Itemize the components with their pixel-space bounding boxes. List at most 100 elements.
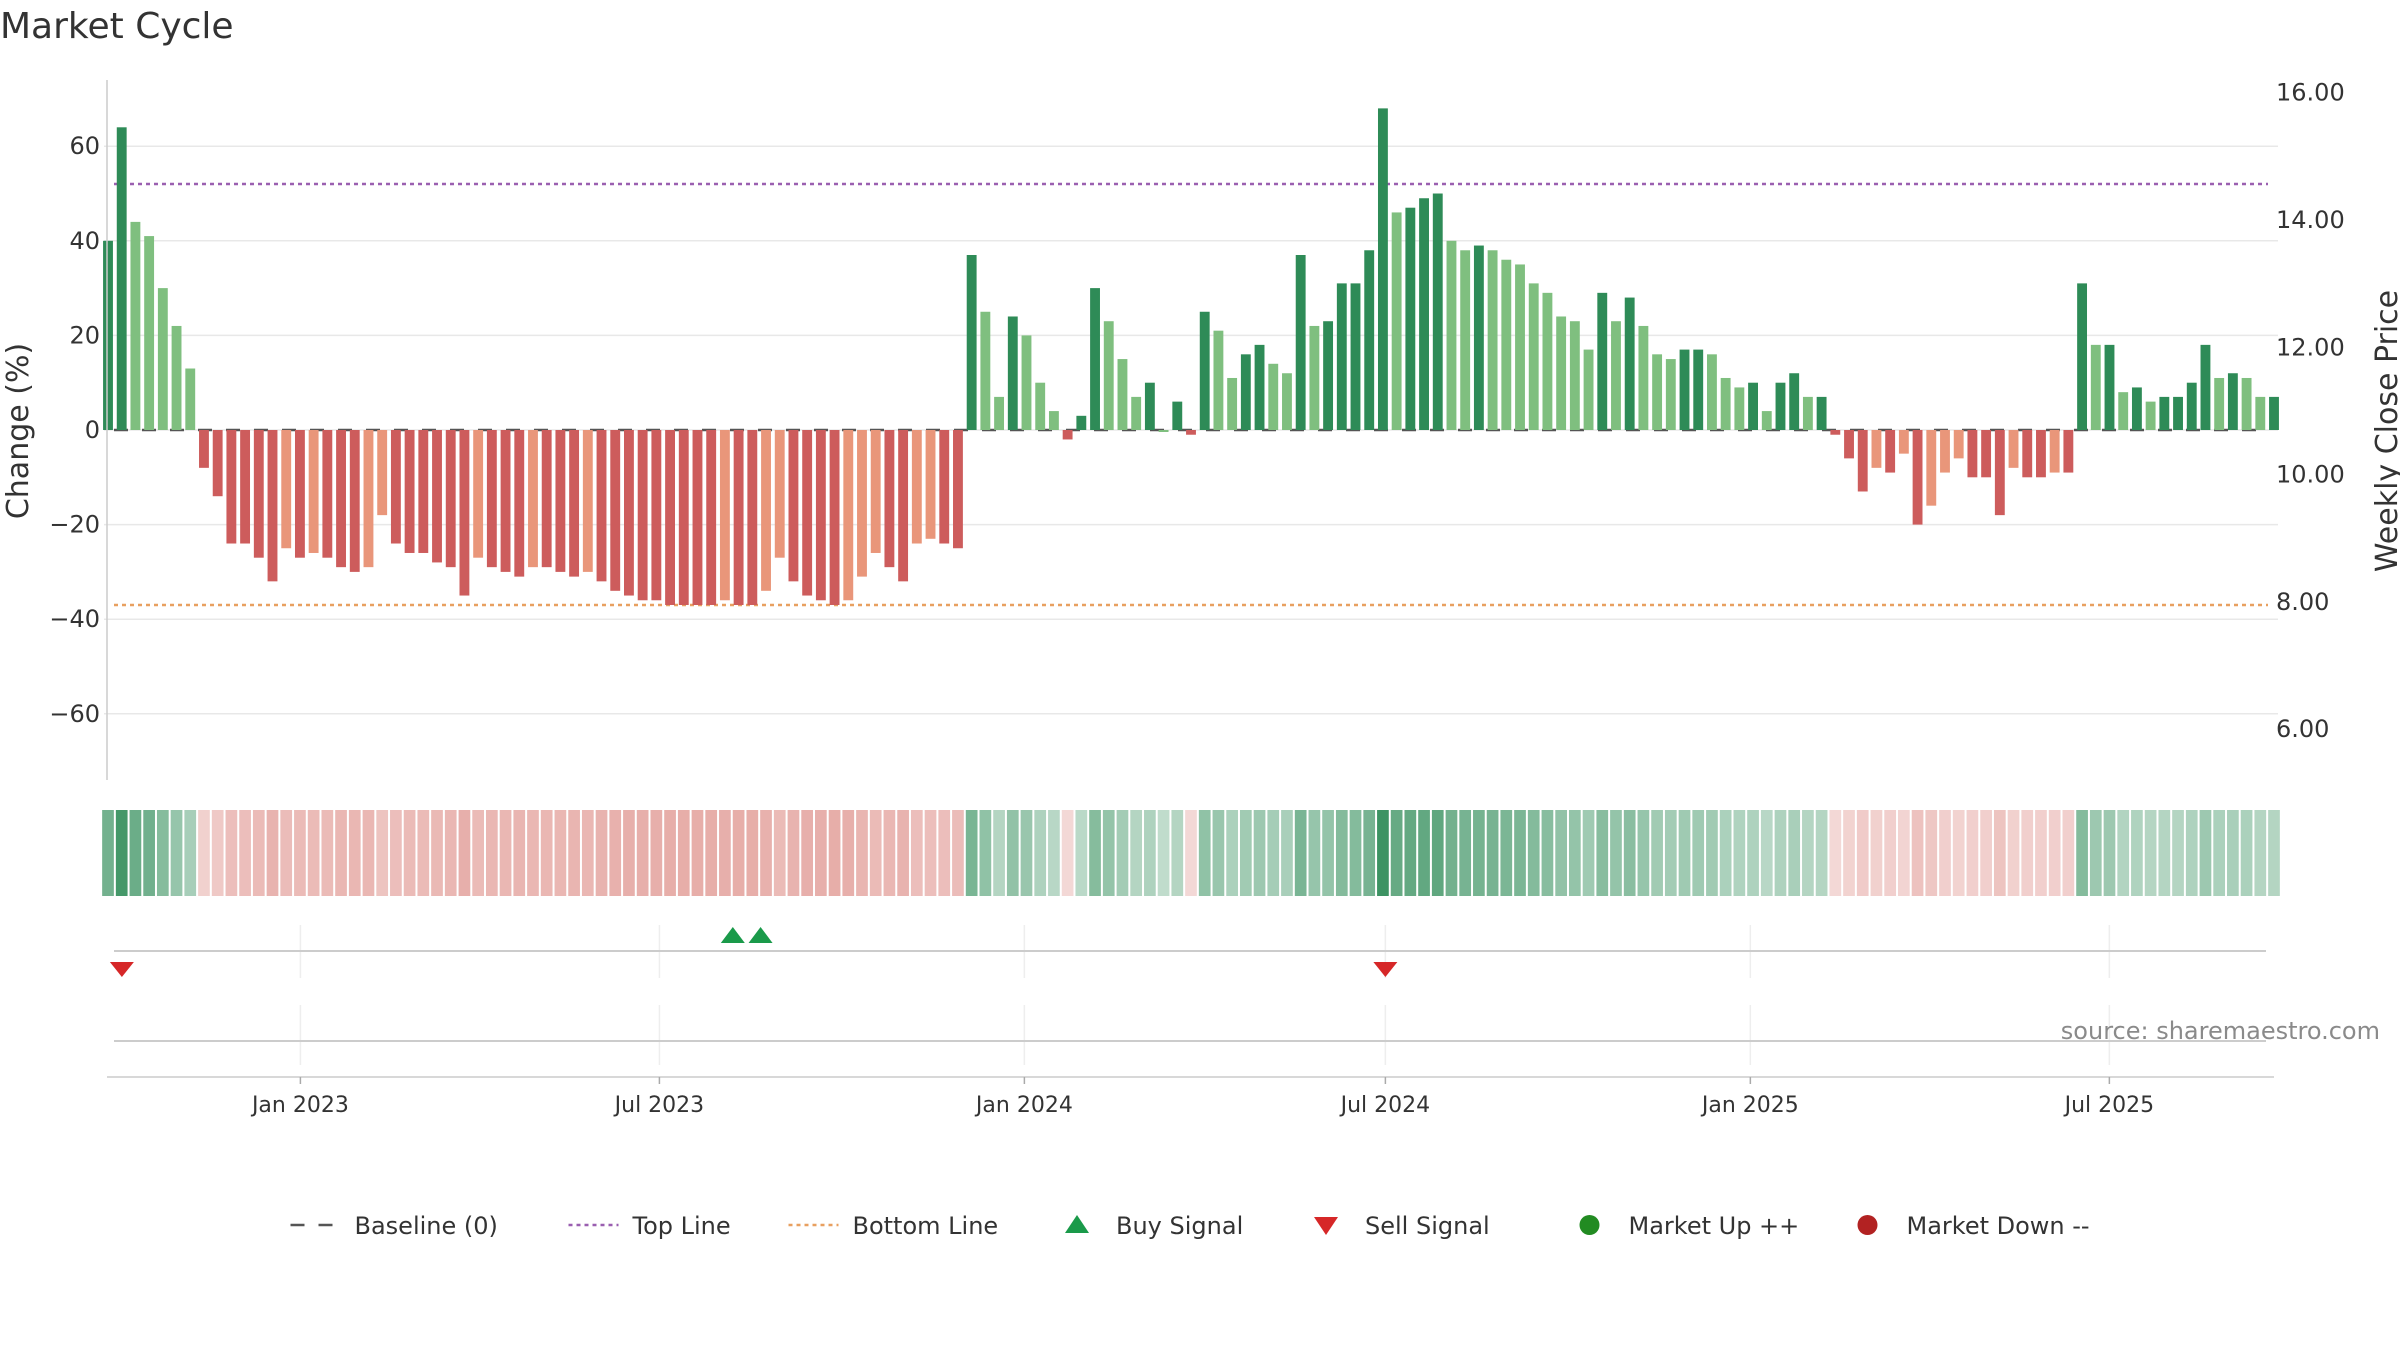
heat-cell (1829, 810, 1842, 896)
heat-cell (760, 810, 772, 896)
heat-cell (1939, 810, 1951, 896)
bar (1844, 430, 1854, 459)
heat-cell (1335, 810, 1348, 896)
heat-cell (1651, 810, 1663, 896)
bar (1624, 297, 1635, 430)
heat-cell (2103, 810, 2116, 896)
bar (1679, 349, 1690, 430)
heat-cell (1541, 810, 1554, 896)
bar (1090, 288, 1100, 430)
bar (2077, 283, 2088, 430)
heat-strip (102, 810, 2280, 896)
bar (1967, 430, 1978, 478)
bar (719, 430, 730, 601)
heat-cell (1898, 810, 1910, 896)
bar (939, 430, 950, 544)
x-axis: Jan 2023 Jul 2023 Jan 2024 Jul 2024 Jan 2025… (107, 1076, 2274, 1118)
heat-cell (1788, 810, 1801, 896)
heat-cell (842, 810, 855, 896)
y-axis-right-title: Weekly Close Price (2370, 290, 2400, 572)
heat-cell (1020, 810, 1033, 896)
bar (2118, 392, 2129, 430)
bar (911, 430, 922, 544)
heat-cell (184, 810, 197, 896)
bar (1007, 316, 1018, 430)
bar (1391, 212, 1402, 430)
y-tick-left-label: 20 (69, 321, 100, 349)
bar (253, 430, 264, 558)
legend-symbol-sell (1314, 1217, 1338, 1235)
legend-label: Market Down -- (1907, 1212, 2090, 1240)
bar (1953, 430, 1964, 459)
bar (1240, 354, 1251, 430)
heat-cell (773, 810, 786, 896)
heat-cell (2035, 810, 2047, 896)
x-tick-label: Jan 2025 (1700, 1093, 1799, 1118)
bar (1994, 430, 2005, 516)
bar (829, 430, 840, 605)
heat-cell (705, 810, 718, 896)
heat-cell (129, 810, 142, 896)
heat-cell (2172, 810, 2184, 896)
sell-signal-marker (109, 962, 134, 977)
x-tick-label: Jul 2023 (613, 1093, 705, 1118)
bar (500, 430, 511, 572)
heat-cell (1130, 810, 1143, 896)
heat-cell (143, 810, 155, 896)
bar (706, 430, 717, 605)
heat-cell (1514, 810, 1526, 896)
y-tick-right-label: 14.00 (2276, 206, 2345, 234)
heat-cell (1733, 810, 1746, 896)
heat-cell (1678, 810, 1691, 896)
bar (1528, 283, 1539, 430)
bar (1446, 240, 1457, 430)
heat-cell (719, 810, 731, 896)
y-tick-right-label: 8.00 (2276, 588, 2329, 616)
bar (2255, 396, 2266, 430)
bar (2049, 430, 2060, 473)
legend-label: Buy Signal (1116, 1212, 1243, 1240)
heat-cell (1363, 810, 1376, 896)
bar (294, 430, 305, 558)
bar (1981, 430, 1992, 478)
heat-cell (1692, 810, 1705, 896)
bar (994, 396, 1005, 430)
heat-cell (1459, 810, 1472, 896)
bar (336, 430, 346, 568)
sell-signal-marker (1373, 962, 1398, 977)
bar (1501, 259, 1512, 430)
bar (966, 255, 977, 430)
heat-cell (1500, 810, 1513, 896)
y-tick-right-label: 6.00 (2276, 715, 2329, 743)
heat-cell (1322, 810, 1334, 896)
bar (2022, 430, 2033, 478)
heat-cell (239, 810, 251, 896)
heat-cell (1185, 810, 1197, 896)
heat-cell (1006, 810, 1019, 896)
bar (199, 430, 209, 468)
bar (1720, 377, 1731, 430)
bar (404, 430, 415, 553)
bar (1048, 411, 1059, 430)
bar (103, 240, 113, 430)
bar (1556, 316, 1567, 430)
source-annotation: source: sharemaestro.com (2061, 1017, 2380, 1045)
bar (308, 430, 319, 553)
bar (459, 430, 470, 596)
heat-cell (2062, 810, 2075, 896)
bar (212, 430, 223, 497)
bar (1885, 430, 1896, 473)
heat-cell (2117, 810, 2130, 896)
bar (1062, 430, 1073, 440)
heat-cell (1527, 810, 1540, 896)
bar (1816, 396, 1827, 430)
heat-cell (2021, 810, 2034, 896)
bar (610, 430, 621, 591)
heat-cell (869, 810, 882, 896)
bar (1912, 430, 1923, 525)
bar (1652, 354, 1663, 430)
y-tick-right-label: 16.00 (2276, 79, 2345, 107)
bar (1707, 354, 1717, 430)
heat-cell (307, 810, 320, 896)
